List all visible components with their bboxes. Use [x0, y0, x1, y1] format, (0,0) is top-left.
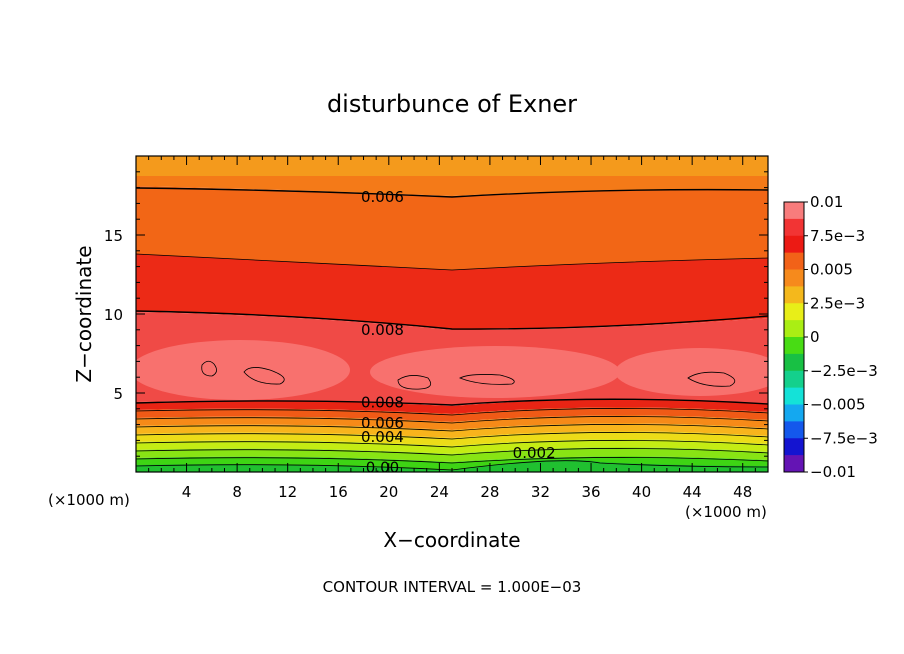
- contour-label: 0.004: [361, 428, 404, 446]
- x-tick-label: 48: [733, 483, 752, 501]
- colorbar: [783, 201, 808, 473]
- contour-line-0.006-top: [136, 187, 768, 198]
- pale-region-2: [370, 346, 620, 398]
- band-orange: [136, 186, 768, 270]
- colorbar-label: −2.5e−3: [810, 362, 878, 380]
- x-unit-right: (×1000 m): [685, 503, 767, 521]
- contour-line-thin-upper: [136, 253, 768, 271]
- x-tick-label: 32: [531, 483, 550, 501]
- colorbar-swatch: [784, 218, 804, 237]
- closed-contour-5: [687, 371, 736, 387]
- colorbar-label: −7.5e−3: [810, 429, 878, 447]
- colorbar-swatch: [784, 438, 804, 456]
- colorbar-swatch: [784, 353, 804, 372]
- y-tick-label: 15: [104, 227, 123, 245]
- colorbar-swatch: [784, 252, 804, 270]
- contour-line-b6: [136, 448, 768, 456]
- x-tick-labels: 4 8 12 16 20 24 28 32 36 40 44 48: [182, 483, 752, 501]
- x-tick-label: 24: [430, 483, 449, 501]
- closed-contour-3: [397, 375, 432, 390]
- contour-line-b4: [136, 432, 768, 440]
- x-axis-label: X−coordinate: [383, 528, 520, 552]
- contour-label: 0.002: [513, 444, 556, 462]
- colorbar-labels: 0.01 7.5e−3 0.005 2.5e−3 0 −2.5e−3 −0.005 −7.5e…: [810, 193, 878, 481]
- colorbar-swatch: [784, 235, 804, 254]
- colorbar-swatch: [784, 269, 804, 287]
- contour-line-b1: [136, 408, 768, 416]
- y-tick-labels: 5 10 15: [104, 227, 123, 403]
- contour-label: 0.006: [361, 414, 404, 432]
- colorbar-swatch: [784, 387, 804, 405]
- colorbar-swatch: [784, 404, 804, 422]
- band-red: [136, 254, 768, 330]
- band-b9: [136, 459, 768, 472]
- colorbar-label: 7.5e−3: [810, 227, 865, 245]
- x-tick-label: 20: [379, 483, 398, 501]
- chart-title: disturbunce of Exner: [327, 90, 577, 118]
- colorbar-label: 2.5e−3: [810, 294, 865, 312]
- closed-contour-4: [459, 374, 515, 385]
- pale-region-1: [136, 340, 350, 400]
- contour-label: 0.008: [361, 321, 404, 339]
- colorbar-swatch: [784, 337, 804, 355]
- y-tick-label: 5: [113, 385, 123, 403]
- x-unit-left: (×1000 m): [48, 491, 130, 509]
- y-tick-label: 10: [104, 306, 123, 324]
- contour-interval-note: CONTOUR INTERVAL = 1.000E−03: [323, 578, 582, 596]
- band-b1: [136, 399, 768, 414]
- colorbar-label: 0.005: [810, 261, 853, 279]
- colorbar-swatch: [784, 455, 804, 473]
- x-tick-label: 4: [182, 483, 192, 501]
- x-tick-label: 44: [683, 483, 702, 501]
- contour-lines: [136, 187, 768, 471]
- contour-line-b8: [136, 460, 768, 471]
- x-tick-label: 16: [329, 483, 348, 501]
- colorbar-swatch: [784, 286, 804, 304]
- contour-label: 0.006: [361, 188, 404, 206]
- band-upper-orange: [136, 176, 768, 196]
- colorbar-swatch: [784, 303, 804, 321]
- colorbar-swatch: [784, 370, 804, 389]
- pale-region-3: [615, 348, 768, 396]
- contour-label: 0.008: [361, 393, 404, 411]
- contour-label: 0.00: [366, 458, 399, 476]
- colorbar-label: −0.005: [810, 396, 866, 414]
- axis-ticks: [136, 156, 768, 472]
- colorbar-label: 0.01: [810, 193, 843, 211]
- contour-line-b7: [136, 457, 768, 464]
- band-top: [136, 156, 768, 176]
- contour-line-0.008-upper: [136, 310, 768, 330]
- contour-line-b2: [136, 416, 768, 424]
- colorbar-swatch: [784, 202, 804, 220]
- x-tick-label: 36: [581, 483, 600, 501]
- colorbar-swatch: [784, 421, 804, 439]
- contour-line-b3: [136, 424, 768, 432]
- colorbar-label: 0: [810, 328, 820, 346]
- x-tick-label: 28: [480, 483, 499, 501]
- x-tick-label: 12: [278, 483, 297, 501]
- colorbar-label: −0.01: [810, 463, 856, 481]
- contour-line-0.008-lower: [136, 398, 768, 406]
- contour-line-b5: [136, 440, 768, 448]
- closed-contour-1: [201, 360, 217, 377]
- x-tick-label: 40: [632, 483, 651, 501]
- closed-contour-2: [243, 367, 285, 385]
- colorbar-swatch: [784, 320, 804, 338]
- y-axis-label: Z−coordinate: [72, 245, 96, 382]
- x-tick-label: 8: [232, 483, 242, 501]
